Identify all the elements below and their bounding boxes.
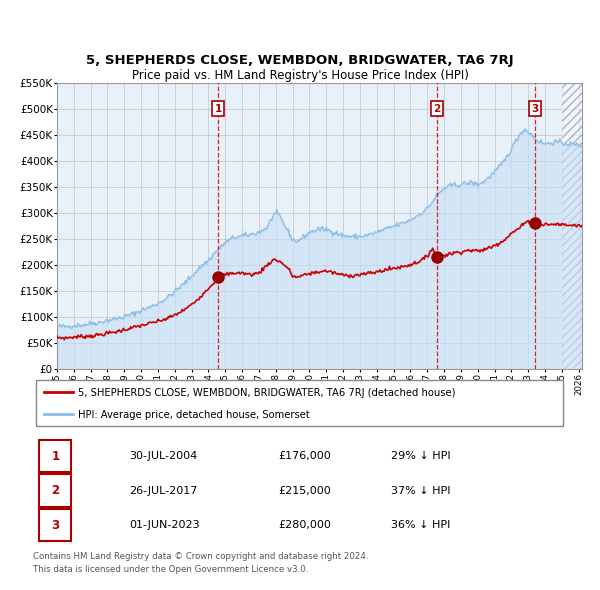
Text: This data is licensed under the Open Government Licence v3.0.: This data is licensed under the Open Gov… [33, 565, 308, 574]
FancyBboxPatch shape [40, 509, 71, 541]
Text: 26-JUL-2017: 26-JUL-2017 [129, 486, 197, 496]
Text: £215,000: £215,000 [278, 486, 331, 496]
Text: £176,000: £176,000 [278, 451, 331, 461]
FancyBboxPatch shape [40, 474, 71, 507]
Text: 3: 3 [532, 104, 539, 114]
Text: 5, SHEPHERDS CLOSE, WEMBDON, BRIDGWATER, TA6 7RJ (detached house): 5, SHEPHERDS CLOSE, WEMBDON, BRIDGWATER,… [79, 388, 456, 398]
Text: HPI: Average price, detached house, Somerset: HPI: Average price, detached house, Some… [79, 409, 310, 419]
Text: 29% ↓ HPI: 29% ↓ HPI [391, 451, 451, 461]
FancyBboxPatch shape [40, 440, 71, 472]
Text: 01-JUN-2023: 01-JUN-2023 [129, 520, 200, 530]
Text: 5, SHEPHERDS CLOSE, WEMBDON, BRIDGWATER, TA6 7RJ: 5, SHEPHERDS CLOSE, WEMBDON, BRIDGWATER,… [86, 54, 514, 67]
FancyBboxPatch shape [35, 379, 563, 426]
Text: 37% ↓ HPI: 37% ↓ HPI [391, 486, 450, 496]
Text: 1: 1 [215, 104, 222, 114]
Text: 3: 3 [52, 519, 59, 532]
Text: £280,000: £280,000 [278, 520, 332, 530]
Bar [562, 83, 582, 369]
Text: Contains HM Land Registry data © Crown copyright and database right 2024.: Contains HM Land Registry data © Crown c… [33, 552, 368, 561]
Text: 1: 1 [52, 450, 59, 463]
Text: 2: 2 [52, 484, 59, 497]
Text: Price paid vs. HM Land Registry's House Price Index (HPI): Price paid vs. HM Land Registry's House … [131, 69, 469, 82]
Bar [562, 83, 582, 369]
Text: 2: 2 [433, 104, 440, 114]
Text: 36% ↓ HPI: 36% ↓ HPI [391, 520, 450, 530]
Text: 30-JUL-2004: 30-JUL-2004 [129, 451, 197, 461]
